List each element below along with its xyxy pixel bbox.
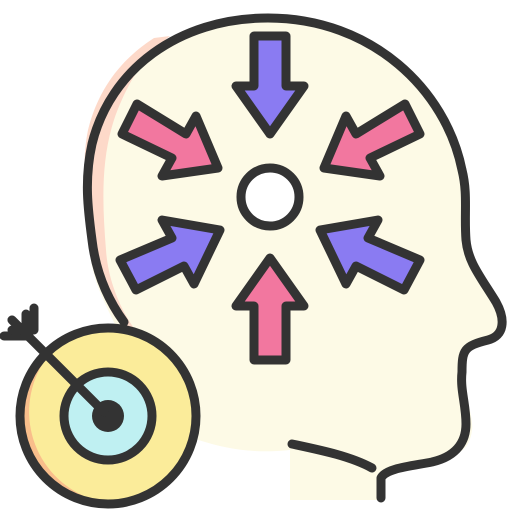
center-focus-dot-icon (241, 168, 299, 226)
